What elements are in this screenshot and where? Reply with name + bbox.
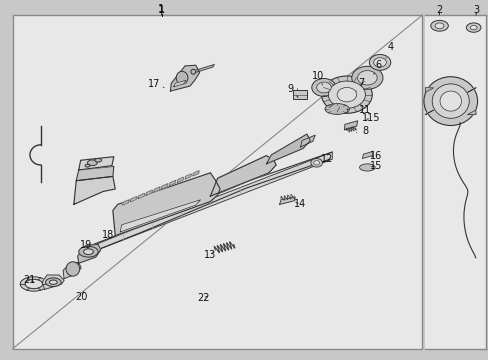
Ellipse shape: [310, 158, 322, 167]
Ellipse shape: [83, 249, 93, 255]
Ellipse shape: [311, 78, 335, 96]
Text: 15: 15: [369, 161, 382, 171]
Text: 1: 1: [158, 5, 164, 15]
Ellipse shape: [351, 66, 382, 89]
Polygon shape: [76, 166, 114, 181]
Ellipse shape: [336, 87, 356, 102]
Ellipse shape: [25, 279, 42, 289]
Polygon shape: [78, 244, 101, 263]
Text: 14: 14: [294, 199, 306, 210]
Text: 18: 18: [102, 230, 114, 239]
Polygon shape: [344, 121, 357, 130]
Polygon shape: [467, 110, 475, 114]
Ellipse shape: [176, 71, 187, 84]
Polygon shape: [170, 65, 199, 91]
Polygon shape: [177, 177, 183, 183]
Ellipse shape: [85, 164, 90, 167]
Text: 1: 1: [158, 4, 164, 14]
Polygon shape: [74, 176, 115, 204]
Text: 21: 21: [23, 275, 35, 285]
Ellipse shape: [190, 69, 195, 74]
Ellipse shape: [430, 21, 447, 31]
Polygon shape: [120, 200, 200, 232]
Ellipse shape: [87, 160, 97, 166]
Polygon shape: [161, 184, 167, 189]
Ellipse shape: [321, 76, 371, 113]
Ellipse shape: [431, 84, 468, 118]
Polygon shape: [467, 87, 475, 92]
Polygon shape: [91, 152, 331, 252]
Polygon shape: [300, 135, 315, 147]
Ellipse shape: [79, 246, 98, 257]
Text: 7: 7: [356, 78, 364, 91]
Polygon shape: [130, 197, 137, 202]
Ellipse shape: [423, 77, 477, 126]
Ellipse shape: [434, 23, 443, 29]
Text: 10: 10: [311, 71, 323, 85]
Ellipse shape: [316, 82, 330, 93]
Polygon shape: [210, 156, 276, 196]
Polygon shape: [42, 275, 64, 289]
Ellipse shape: [469, 26, 476, 30]
Ellipse shape: [368, 54, 390, 70]
Ellipse shape: [20, 277, 47, 291]
Polygon shape: [425, 110, 433, 114]
Text: 16: 16: [369, 150, 382, 161]
Text: 1: 1: [158, 5, 164, 15]
Polygon shape: [79, 157, 114, 170]
Ellipse shape: [359, 164, 374, 171]
Ellipse shape: [49, 280, 57, 284]
Text: 19: 19: [80, 240, 92, 250]
Polygon shape: [146, 190, 152, 195]
Text: 22: 22: [196, 293, 209, 303]
Text: 115: 115: [361, 113, 380, 123]
Polygon shape: [184, 174, 191, 179]
Polygon shape: [279, 197, 295, 204]
Polygon shape: [192, 171, 199, 176]
Ellipse shape: [313, 161, 319, 165]
Polygon shape: [362, 151, 372, 158]
Bar: [13, 15, 422, 348]
Ellipse shape: [439, 91, 461, 111]
Text: 12: 12: [321, 154, 333, 164]
Text: 3: 3: [472, 5, 478, 15]
Ellipse shape: [328, 81, 365, 108]
Text: 2: 2: [435, 5, 442, 15]
Text: 13: 13: [204, 250, 216, 260]
Ellipse shape: [373, 58, 386, 67]
Text: 17: 17: [148, 79, 163, 89]
Text: 9: 9: [287, 84, 298, 98]
Polygon shape: [63, 262, 81, 279]
Ellipse shape: [95, 158, 102, 162]
Text: 4: 4: [385, 42, 393, 58]
Text: 6: 6: [373, 60, 381, 74]
Polygon shape: [266, 134, 310, 164]
Text: 11: 11: [359, 105, 371, 115]
Text: 20: 20: [75, 292, 87, 302]
Polygon shape: [154, 187, 160, 192]
Polygon shape: [169, 180, 175, 186]
Polygon shape: [425, 87, 433, 92]
Ellipse shape: [325, 104, 348, 114]
Polygon shape: [138, 193, 144, 199]
Polygon shape: [193, 64, 214, 73]
Polygon shape: [173, 80, 185, 87]
Bar: [293, 90, 306, 99]
Ellipse shape: [466, 23, 480, 32]
Text: 8: 8: [356, 126, 368, 135]
Ellipse shape: [45, 278, 61, 287]
Polygon shape: [113, 173, 220, 235]
Polygon shape: [122, 200, 129, 205]
Bar: [424, 15, 485, 348]
Ellipse shape: [66, 262, 80, 276]
Ellipse shape: [357, 71, 376, 85]
